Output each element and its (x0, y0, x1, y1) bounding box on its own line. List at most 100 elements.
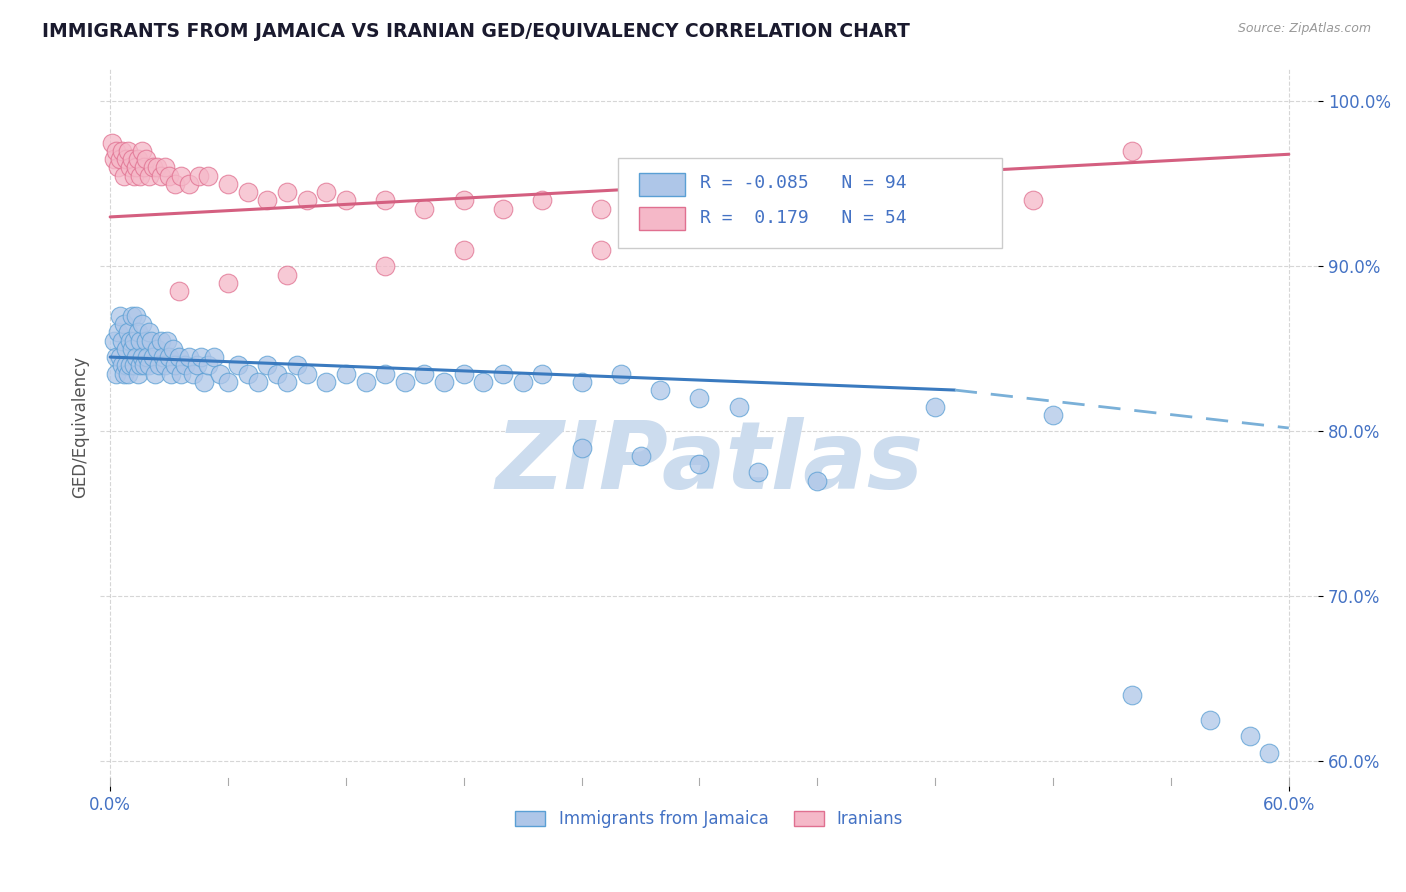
Point (142, 350, 165, 364)
Point (187, 169, 209, 183)
Point (163, 359, 186, 373)
Point (276, 185, 298, 199)
Y-axis label: GED/Equivalency: GED/Equivalency (72, 356, 89, 499)
Point (177, 350, 200, 364)
Point (152, 350, 174, 364)
Point (108, 152, 131, 166)
Point (105, 367, 128, 381)
Point (209, 367, 232, 381)
Point (924, 202, 946, 216)
Point (141, 334, 163, 348)
Point (492, 367, 515, 381)
Point (118, 161, 141, 175)
Point (177, 177, 200, 191)
Point (727, 400, 749, 414)
Point (150, 169, 173, 183)
Point (492, 202, 515, 216)
Point (107, 161, 129, 175)
Point (186, 359, 208, 373)
Point (266, 367, 288, 381)
Bar (638, 207, 685, 230)
Point (315, 375, 337, 389)
Point (1121, 144, 1143, 158)
Point (105, 350, 128, 364)
Text: R =  0.179   N = 54: R = 0.179 N = 54 (700, 209, 907, 227)
Point (111, 334, 134, 348)
Point (148, 359, 170, 373)
Point (115, 342, 138, 356)
Point (132, 161, 155, 175)
Point (112, 169, 135, 183)
Point (650, 383, 672, 397)
Point (103, 334, 125, 348)
Point (374, 194, 396, 208)
Point (112, 317, 135, 331)
FancyBboxPatch shape (619, 158, 1001, 248)
Point (117, 326, 139, 340)
Point (1239, 729, 1261, 743)
Point (162, 342, 184, 356)
Point (689, 392, 711, 406)
Legend: Immigrants from Jamaica, Iranians: Immigrants from Jamaica, Iranians (509, 804, 910, 835)
Point (138, 169, 160, 183)
Point (924, 400, 946, 414)
Point (111, 144, 134, 158)
Text: ZIPatlas: ZIPatlas (495, 417, 924, 509)
Point (202, 350, 225, 364)
Point (153, 161, 176, 175)
Point (143, 367, 166, 381)
Point (236, 185, 259, 199)
Point (472, 375, 495, 389)
Point (117, 367, 139, 381)
Point (354, 375, 377, 389)
Point (1121, 688, 1143, 702)
Point (111, 359, 134, 373)
Point (825, 194, 848, 208)
Point (217, 375, 239, 389)
Point (125, 350, 148, 364)
Point (128, 169, 150, 183)
Point (453, 194, 475, 208)
Point (131, 317, 153, 331)
Point (335, 367, 357, 381)
Point (689, 457, 711, 471)
Point (747, 466, 769, 480)
Point (122, 169, 145, 183)
Point (413, 202, 436, 216)
Point (101, 136, 124, 150)
Point (173, 359, 195, 373)
Point (121, 309, 143, 323)
Point (197, 169, 219, 183)
Point (138, 326, 160, 340)
Point (138, 359, 160, 373)
Point (276, 268, 298, 282)
Point (136, 350, 159, 364)
Point (167, 350, 190, 364)
Text: Source: ZipAtlas.com: Source: ZipAtlas.com (1237, 22, 1371, 36)
Point (127, 367, 149, 381)
Point (591, 202, 613, 216)
Point (122, 359, 145, 373)
Point (571, 441, 593, 455)
Point (132, 359, 155, 373)
Point (128, 359, 150, 373)
Point (108, 309, 131, 323)
Point (571, 375, 593, 389)
Point (142, 161, 165, 175)
Point (170, 367, 193, 381)
Point (413, 367, 436, 381)
Point (727, 202, 749, 216)
Point (170, 169, 193, 183)
Text: R = -0.085   N = 94: R = -0.085 N = 94 (700, 174, 907, 193)
Point (157, 169, 180, 183)
Point (105, 144, 128, 158)
Point (217, 276, 239, 290)
Point (157, 350, 180, 364)
Point (108, 350, 131, 364)
Point (127, 152, 149, 166)
Point (1022, 194, 1045, 208)
Point (226, 359, 249, 373)
Point (115, 152, 138, 166)
Point (256, 359, 278, 373)
Point (630, 449, 652, 463)
